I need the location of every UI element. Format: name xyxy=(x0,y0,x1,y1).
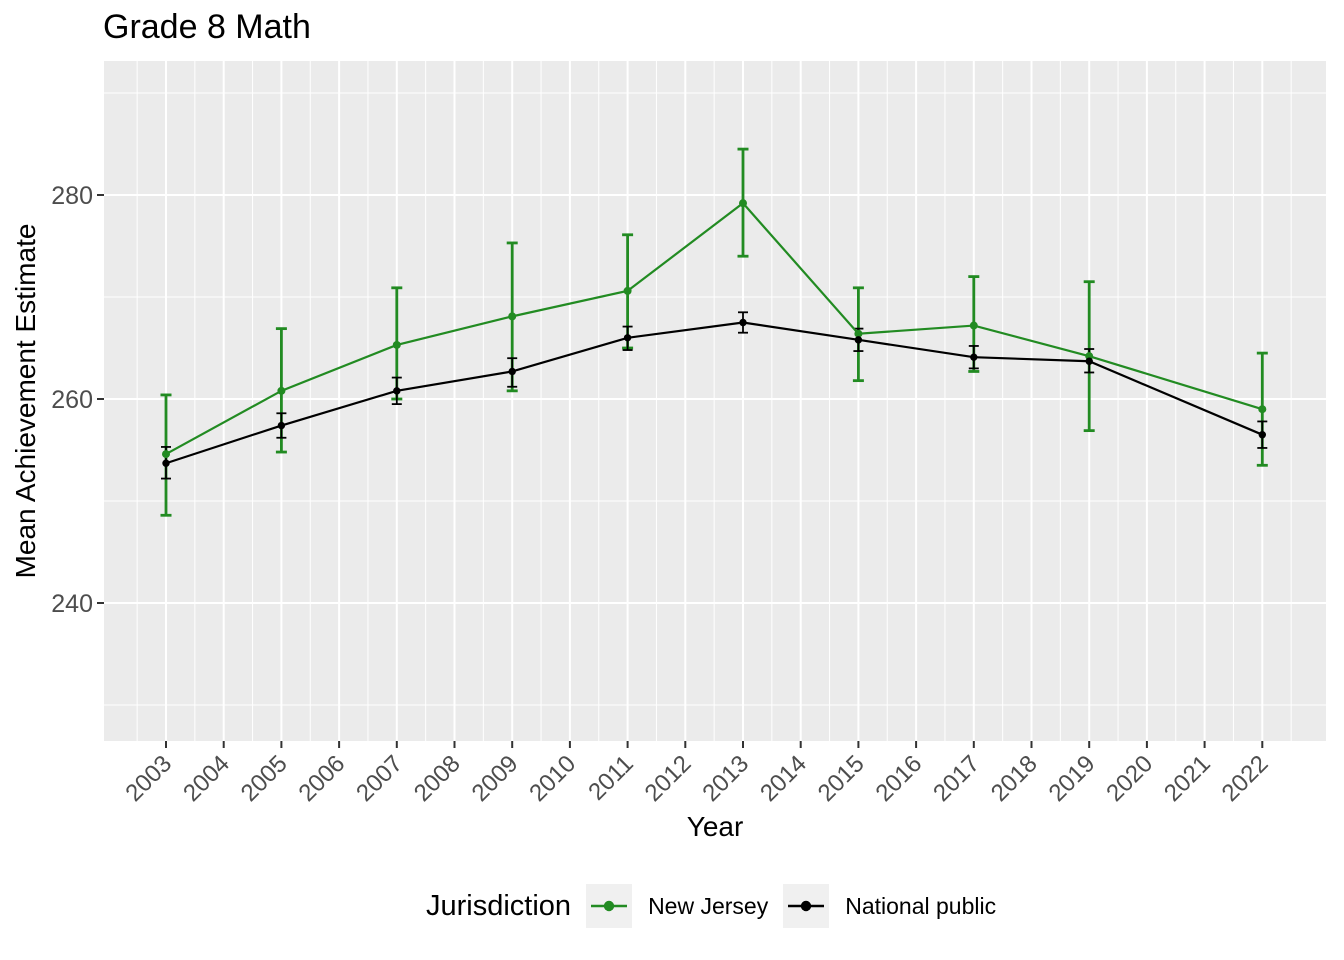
chart-title: Grade 8 Math xyxy=(103,8,311,46)
x-tick-label: 2018 xyxy=(986,750,1043,807)
x-tick-label: 2020 xyxy=(1101,750,1158,807)
y-tick-label: 280 xyxy=(51,182,93,210)
legend-marker-national-public-icon xyxy=(788,900,825,912)
y-tick-label: 240 xyxy=(51,590,93,618)
legend-title: Jurisdiction xyxy=(426,889,572,922)
x-tick-label: 2008 xyxy=(409,750,466,807)
x-tick-label: 2004 xyxy=(178,750,235,807)
y-tick-label: 260 xyxy=(51,386,93,414)
legend: Jurisdiction New Jersey National public xyxy=(426,883,1011,929)
series-line-new-jersey xyxy=(165,201,1263,456)
x-tick-label: 2005 xyxy=(236,750,293,807)
plot-area: 2003 2004 2005 2006 2007 2008 2009 2010 2011 2012… xyxy=(51,61,1326,807)
data-point-national-public-2013 xyxy=(739,318,747,327)
legend-marker-new-jersey-icon xyxy=(591,900,628,912)
data-point-new-jersey-2015 xyxy=(854,329,863,338)
x-tick-label: 2009 xyxy=(467,750,524,807)
data-point-new-jersey-2009 xyxy=(508,312,517,321)
data-point-national-public-2005 xyxy=(277,421,286,430)
data-point-national-public-2011 xyxy=(623,334,632,342)
data-point-new-jersey-2022 xyxy=(1258,405,1267,414)
x-tick-label: 2003 xyxy=(120,750,177,807)
data-point-national-public-2022 xyxy=(1258,431,1267,439)
legend-label-new-jersey: New Jersey xyxy=(648,892,769,919)
x-tick-label: 2007 xyxy=(351,750,408,807)
legend-label-national-public: National public xyxy=(845,892,997,919)
legend-key-new-jersey xyxy=(586,884,633,928)
x-tick-label: 2010 xyxy=(524,750,581,807)
x-tick-label: 2017 xyxy=(928,750,985,807)
legend-key-national-public xyxy=(783,884,830,928)
x-tick-label: 2022 xyxy=(1217,750,1274,807)
series-line-national-public xyxy=(165,321,1263,465)
data-point-national-public-2015 xyxy=(854,336,863,344)
x-tick-label: 2016 xyxy=(870,750,927,807)
x-tick-label: 2011 xyxy=(583,750,639,806)
data-point-new-jersey-2017 xyxy=(969,321,978,330)
legend-key-point xyxy=(603,900,615,912)
legend-key-point xyxy=(801,900,812,912)
data-point-national-public-2009 xyxy=(508,367,516,376)
data-point-new-jersey-2005 xyxy=(277,386,286,395)
x-tick-label: 2013 xyxy=(697,750,754,807)
x-tick-label: 2012 xyxy=(640,750,697,807)
data-point-national-public-2003 xyxy=(162,459,170,467)
panel-background xyxy=(104,61,1326,741)
data-point-new-jersey-2007 xyxy=(392,340,401,349)
data-point-national-public-2017 xyxy=(970,353,978,361)
x-tick-label: 2021 xyxy=(1159,750,1216,807)
x-tick-label: 2014 xyxy=(755,750,812,807)
x-tick-label: 2015 xyxy=(813,750,870,807)
x-axis-title: Year xyxy=(686,811,744,842)
x-tick-label: 2006 xyxy=(293,750,350,807)
legend-items: New Jersey National public xyxy=(586,884,1011,928)
data-point-new-jersey-2013 xyxy=(739,199,747,208)
data-point-new-jersey-2003 xyxy=(162,450,170,459)
data-point-new-jersey-2011 xyxy=(623,286,632,295)
data-point-national-public-2019 xyxy=(1085,357,1093,365)
data-point-national-public-2007 xyxy=(393,387,401,395)
x-tick-label: 2019 xyxy=(1044,750,1101,807)
